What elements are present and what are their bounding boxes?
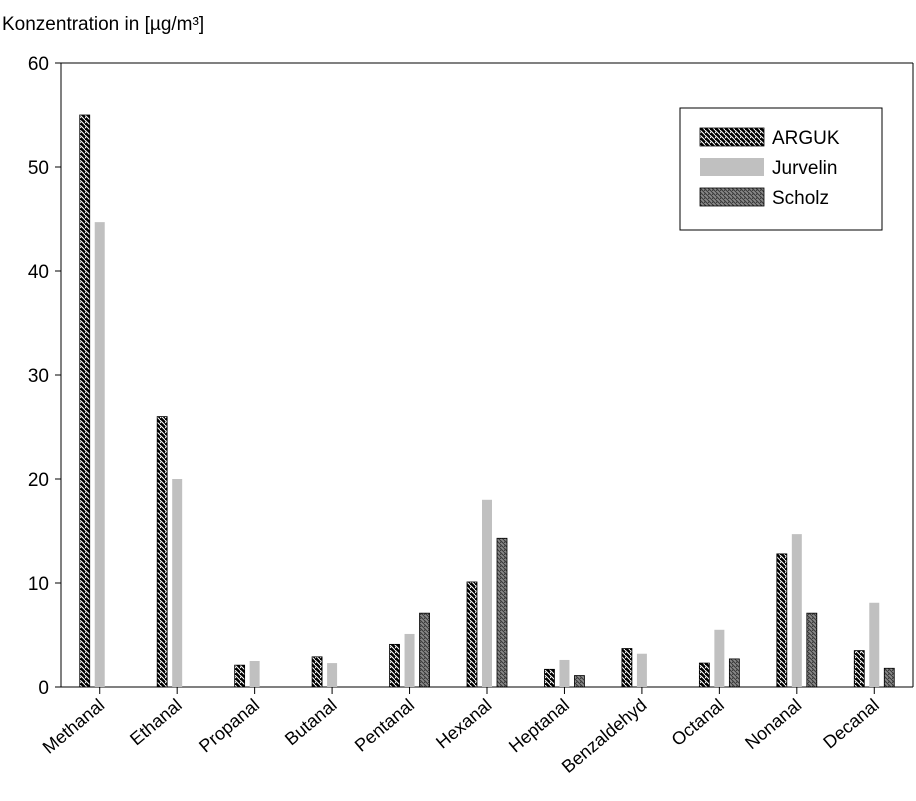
x-tick-label: Nonanal [741,695,805,753]
legend: ARGUK Jurvelin Scholz [679,107,883,231]
bar-arguk-ethanal [156,416,168,688]
x-tick-label: Benzaldehyd [558,695,651,777]
bar-jurvelin-nonanal [791,534,802,687]
bar-arguk-propanal [234,664,246,688]
legend-swatch-scholz [699,187,765,207]
legend-swatch-jurvelin [700,158,764,176]
x-tick-label: Octanal [668,695,728,750]
bar-arguk-decanal [853,650,865,688]
y-tick-label: 10 [28,574,49,595]
bar-jurvelin-octanal [714,629,725,687]
bar-arguk-methanal [79,114,91,688]
x-tick-label: Methanal [39,695,109,758]
bar-jurvelin-benzaldehyd [636,653,647,687]
bar-scholz-heptanal [574,675,585,688]
bar-jurvelin-decanal [869,602,880,687]
bar-arguk-octanal [698,662,710,688]
y-tick-label: 60 [28,54,49,75]
bar-scholz-decanal [883,667,895,688]
legend-items: ARGUK Jurvelin Scholz [699,127,840,209]
axes: 0 10 20 30 40 50 60 [28,54,914,699]
bar-scholz-octanal [728,658,740,688]
legend-label-scholz: Scholz [772,188,829,209]
bar-jurvelin-hexanal [482,499,492,687]
legend-label-jurvelin: Jurvelin [772,158,837,179]
bar-arguk-benzaldehyd [621,648,633,688]
bar-arguk-pentanal [389,643,400,688]
x-tick-label: Propanal [195,695,263,757]
x-tick-label: Decanal [819,695,882,753]
x-tick-label: Butanal [281,695,341,750]
x-tick-label: Pentanal [351,695,418,756]
bar-jurvelin-methanal [94,222,105,687]
bar-arguk-hexanal [466,581,478,688]
legend-swatch-arguk [699,127,765,147]
y-tick-label: 30 [28,366,49,387]
bar-scholz-pentanal [419,612,430,688]
bar-arguk-butanal [311,656,323,688]
bar-scholz-hexanal [496,537,508,688]
bar-jurvelin-heptanal [559,659,570,687]
y-tick-label: 20 [28,470,49,491]
bar-arguk-nonanal [776,553,788,688]
bar-jurvelin-pentanal [404,633,415,687]
y-tick-label: 50 [28,158,49,179]
bar-jurvelin-butanal [327,663,338,687]
bars [79,114,895,688]
bar-scholz-nonanal [806,612,818,688]
bar-arguk-heptanal [544,668,555,688]
y-tick-label: 0 [38,678,49,699]
bar-jurvelin-propanal [249,661,260,687]
x-tick-label: Hexanal [432,695,495,753]
bar-jurvelin-ethanal [172,479,183,687]
x-tick-label: Ethanal [126,695,186,750]
y-tick-label: 40 [28,262,49,283]
legend-label-arguk: ARGUK [772,128,840,149]
y-axis-title: Konzentration in [µg/m³] [2,14,204,35]
x-tick-labels: Methanal Ethanal Propanal Butanal Pentanal He… [39,695,883,777]
x-tick-label: Heptanal [505,695,573,757]
